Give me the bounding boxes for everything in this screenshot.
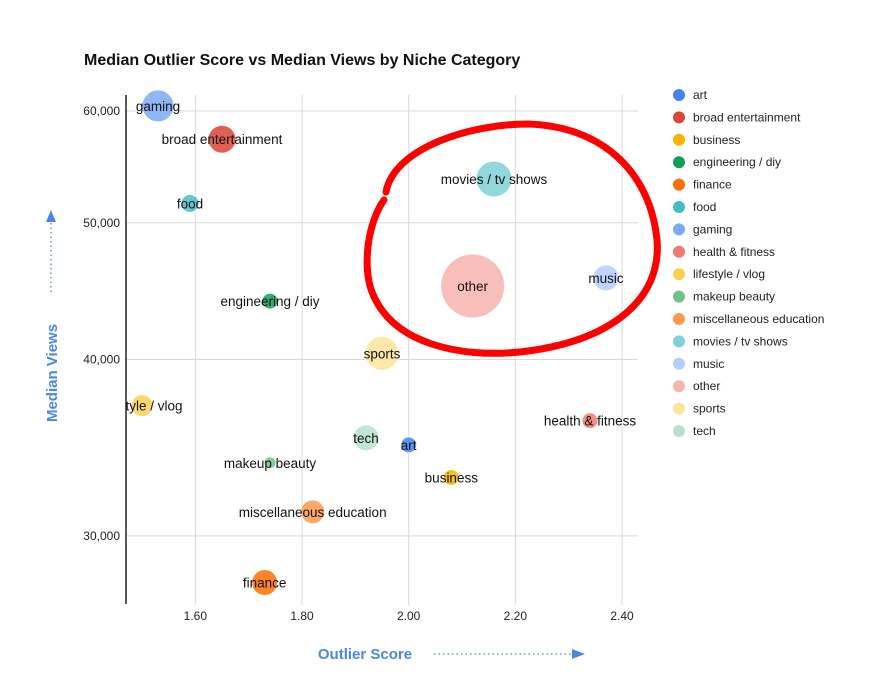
legend-marker xyxy=(673,111,685,124)
data-label: movies / tv shows xyxy=(441,172,548,187)
x-tick-label: 2.20 xyxy=(504,609,528,623)
x-tick-label: 2.40 xyxy=(610,609,634,623)
legend-marker xyxy=(673,268,685,281)
legend-marker xyxy=(673,357,685,370)
legend-label: other xyxy=(693,379,720,393)
legend-marker xyxy=(673,335,685,348)
data-label: lifestyle / vlog xyxy=(101,399,182,414)
x-tick-label: 1.60 xyxy=(184,609,208,623)
x-tick-labels: 1.60 1.80 2.00 2.20 2.40 xyxy=(184,609,634,623)
data-label: engineering / diy xyxy=(220,294,319,309)
data-label: broad entertainment xyxy=(162,132,283,147)
legend-label: tech xyxy=(693,424,716,438)
data-label: tech xyxy=(353,431,379,446)
legend-label: makeup beauty xyxy=(693,290,775,304)
point-other xyxy=(440,253,506,319)
data-label: art xyxy=(401,438,417,453)
x-axis-title: Outlier Score xyxy=(318,646,412,663)
data-label: other xyxy=(457,279,488,294)
y-tick-label: 30,000 xyxy=(83,529,120,543)
point-tech xyxy=(352,424,380,452)
legend-label: art xyxy=(693,88,708,102)
y-axis-title: Median Views xyxy=(44,324,61,422)
legend-label: music xyxy=(693,357,724,371)
y-axis-arrow-head xyxy=(46,210,56,222)
point-engineering-diy xyxy=(261,292,279,310)
point-sports xyxy=(364,335,400,371)
data-label: finance xyxy=(243,576,287,591)
x-axis-title-group: Outlier Score xyxy=(318,646,585,663)
x-axis-arrow-head xyxy=(572,649,585,659)
data-points xyxy=(130,89,620,597)
legend-label: miscellaneous education xyxy=(693,312,824,326)
legend-label: food xyxy=(693,200,716,214)
data-label: business xyxy=(425,470,479,485)
point-movies-tv-shows xyxy=(475,160,513,198)
point-finance xyxy=(251,569,279,597)
y-tick-labels: 30,000 40,000 50,000 60,000 xyxy=(83,104,120,543)
data-label: miscellaneous education xyxy=(239,505,387,520)
point-gaming xyxy=(141,89,175,123)
legend-marker xyxy=(673,402,685,415)
legend-label: finance xyxy=(693,178,732,192)
point-lifestyle-vlog xyxy=(130,394,154,418)
y-tick-label: 40,000 xyxy=(83,353,120,367)
data-label: food xyxy=(177,196,203,211)
legend-label: engineering / diy xyxy=(693,155,781,169)
legend-marker xyxy=(673,178,685,191)
point-makeup-beauty xyxy=(263,456,277,470)
point-broad-entertainment xyxy=(207,124,237,154)
point-miscellaneous-education xyxy=(300,499,326,525)
legend-label: movies / tv shows xyxy=(693,334,788,348)
legend-marker xyxy=(673,245,685,258)
annotation-circle xyxy=(363,120,661,357)
chart-title: Median Outlier Score vs Median Views by … xyxy=(84,52,520,69)
legend-label: business xyxy=(693,133,740,147)
x-tick-label: 2.00 xyxy=(397,609,421,623)
legend-label: health & fitness xyxy=(693,245,775,259)
data-labels: art broad entertainment business engineerin… xyxy=(101,99,637,591)
point-music xyxy=(592,264,620,292)
data-label: makeup beauty xyxy=(224,456,317,471)
legend-marker xyxy=(673,89,685,101)
legend: art broad entertainment business engineerin… xyxy=(673,88,824,438)
legend-marker xyxy=(673,313,685,325)
point-art xyxy=(400,436,418,454)
data-label: gaming xyxy=(136,99,180,114)
y-tick-label: 60,000 xyxy=(83,104,120,118)
legend-marker xyxy=(673,223,685,236)
legend-marker xyxy=(673,425,685,437)
legend-marker xyxy=(673,201,685,213)
legend-label: lifestyle / vlog xyxy=(693,267,765,281)
legend-label: broad entertainment xyxy=(693,110,801,124)
legend-label: gaming xyxy=(693,222,732,236)
legend-marker xyxy=(673,380,685,393)
legend-marker xyxy=(673,156,685,169)
data-label: health & fitness xyxy=(544,414,637,429)
x-tick-label: 1.80 xyxy=(290,609,314,623)
gridlines xyxy=(126,95,638,605)
y-tick-label: 50,000 xyxy=(83,216,120,230)
legend-label: sports xyxy=(693,402,726,416)
point-business xyxy=(442,468,460,486)
point-food xyxy=(180,193,200,213)
data-label: sports xyxy=(364,346,401,361)
y-axis-title-group: Median Views xyxy=(44,210,61,422)
data-label: music xyxy=(588,271,624,286)
legend-marker xyxy=(673,133,685,146)
legend-marker xyxy=(673,290,685,303)
point-health-fitness xyxy=(581,412,599,430)
